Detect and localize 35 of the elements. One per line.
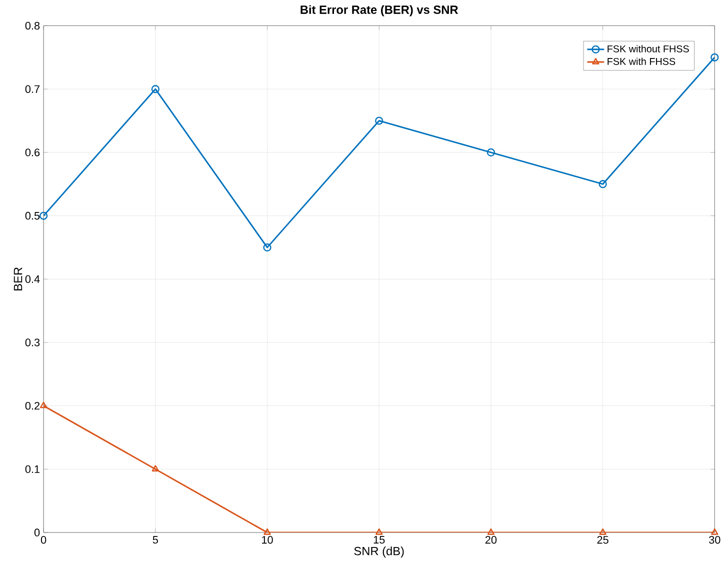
y-tick-label: 0 (34, 528, 40, 536)
point (711, 528, 718, 535)
y-tick-label: 0.4 (25, 275, 40, 283)
legend-label: FSK with FHSS (608, 58, 676, 65)
point (375, 116, 384, 125)
y-tick-label: 0.2 (25, 402, 40, 410)
x-tick-label: 10 (262, 536, 273, 544)
y-tick-label: 0.7 (25, 85, 40, 93)
y-tick-label: 0.1 (25, 465, 40, 474)
point (264, 528, 271, 535)
x-tick-label: 15 (374, 536, 385, 544)
point (599, 528, 606, 535)
y-axis-title: BER (14, 267, 22, 290)
x-tick-label: 0 (40, 536, 46, 544)
y-tick-label: 0.3 (25, 338, 40, 346)
point (376, 528, 383, 535)
point (40, 212, 48, 220)
x-tick-label: 30 (709, 536, 720, 544)
y-tick-label: 0.5 (25, 212, 40, 220)
y-tick-label: 0.8 (25, 22, 40, 30)
point (598, 180, 607, 188)
x-tick-label: 20 (485, 536, 497, 544)
x-tick-label: 25 (597, 536, 608, 544)
point (263, 243, 272, 252)
chart-title: Bit Error Rate (BER) vs SNR (300, 5, 458, 16)
point (486, 148, 496, 156)
point (40, 402, 48, 408)
point (487, 528, 495, 535)
legend-label: FSK without FHSS (608, 45, 689, 52)
y-tick-label: 0.6 (25, 148, 40, 156)
point (710, 53, 719, 62)
x-tick-label: 5 (152, 536, 158, 544)
x-axis-title: SNR (dB) (354, 546, 404, 558)
point (152, 465, 159, 472)
point (151, 85, 160, 94)
